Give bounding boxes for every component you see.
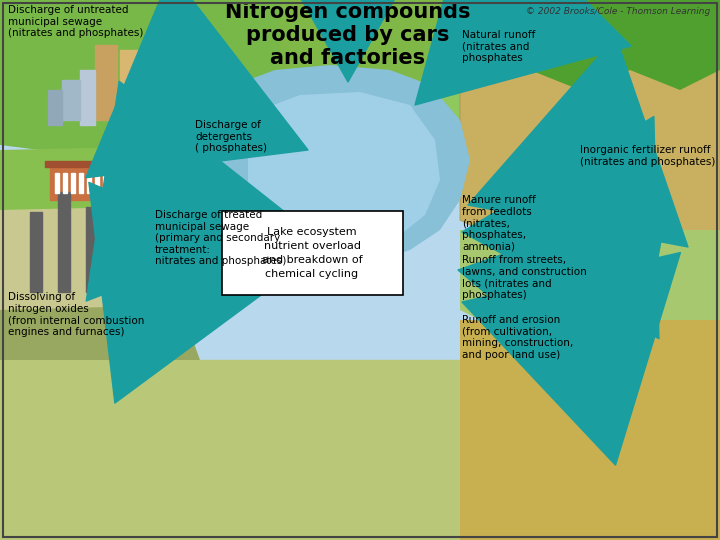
Bar [95,45,117,120]
Ellipse shape [135,202,175,218]
Bar [79,173,83,193]
Polygon shape [460,230,720,330]
Text: © 2002 Brooks/Cole - Thomson Learning: © 2002 Brooks/Cole - Thomson Learning [526,7,710,16]
Text: Lake ecosystem
nutrient overload
and breakdown of
chemical cycling: Lake ecosystem nutrient overload and bre… [261,227,362,279]
Bar [55,173,59,193]
Polygon shape [460,320,720,540]
Bar [30,212,42,292]
Bar [120,50,138,110]
Bar [0,360,720,540]
Text: Manure runoff
from feedlots
(nitrates,
phosphates,
ammonia): Manure runoff from feedlots (nitrates, p… [462,195,536,252]
Polygon shape [280,0,460,100]
Bar [142,217,154,292]
Text: Discharge of
detergents
( phosphates): Discharge of detergents ( phosphates) [195,120,267,153]
Text: Discharge of treated
municipal sewage
(primary and secondary
treatment:
nitrates: Discharge of treated municipal sewage (p… [155,210,287,266]
Polygon shape [0,0,280,160]
Bar [45,161,115,167]
Text: Natural runoff
(nitrates and
phosphates: Natural runoff (nitrates and phosphates [462,30,536,63]
Bar [50,165,110,200]
Polygon shape [220,65,470,265]
Bar [63,173,67,193]
Polygon shape [0,145,240,220]
Bar [114,202,126,292]
Bar [71,173,75,193]
Text: Discharge of untreated
municipal sewage
(nitrates and phosphates): Discharge of untreated municipal sewage … [8,5,143,38]
Bar [162,77,178,115]
Polygon shape [460,0,720,90]
Text: Runoff and erosion
(from cultivation,
mining, construction,
and poor land use): Runoff and erosion (from cultivation, mi… [462,315,573,360]
Bar [48,90,62,125]
Bar [86,207,98,292]
Polygon shape [248,92,440,248]
Text: Dissolving of
nitrogen oxides
(from internal combustion
engines and furnaces): Dissolving of nitrogen oxides (from inte… [8,292,145,337]
Polygon shape [0,0,720,140]
Bar [140,60,160,105]
Polygon shape [0,205,250,320]
Text: Nitrogen compounds
produced by cars
and factories: Nitrogen compounds produced by cars and … [225,2,471,69]
Bar [62,80,80,120]
Text: Runoff from streets,
lawns, and construction
lots (nitrates and
phosphates): Runoff from streets, lawns, and construc… [462,255,587,300]
Polygon shape [460,0,720,250]
Bar [80,70,95,125]
Bar [58,192,70,292]
Ellipse shape [107,186,153,204]
Text: Inorganic fertilizer runoff
(nitrates and phosphates): Inorganic fertilizer runoff (nitrates an… [580,145,716,167]
Bar [103,173,107,193]
Polygon shape [0,305,200,360]
FancyBboxPatch shape [222,211,403,295]
Bar [87,173,91,193]
Bar [95,173,99,193]
